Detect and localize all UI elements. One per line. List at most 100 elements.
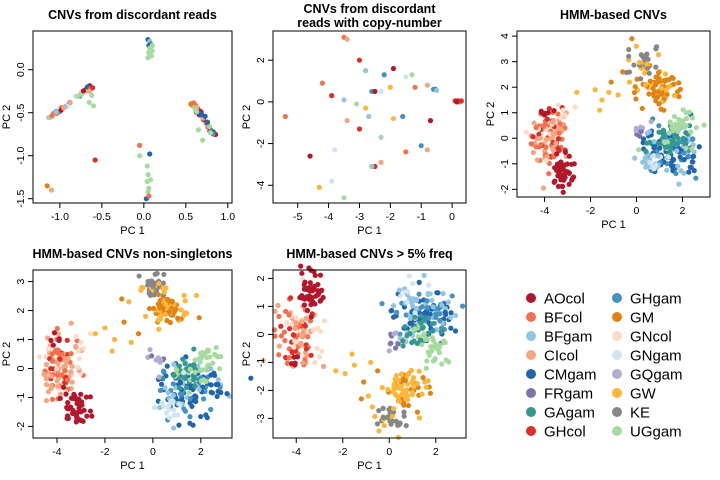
point-GW — [393, 372, 400, 379]
point-GNcol — [288, 322, 295, 328]
point-GW — [416, 415, 423, 421]
point-BFgam — [448, 314, 454, 321]
point-CMgam — [452, 328, 459, 334]
y-tick-label: -4 — [255, 180, 267, 189]
x-tick-label: -2 — [386, 211, 395, 223]
point-BFgam — [452, 312, 459, 319]
point-GHgam — [381, 72, 387, 78]
point-CIcol — [299, 333, 305, 339]
point-GW — [592, 87, 598, 93]
point-GM — [646, 91, 652, 97]
point-KE — [397, 420, 403, 426]
point-GM — [358, 396, 364, 402]
point-GM — [167, 319, 173, 326]
point-KE — [646, 70, 652, 76]
point-GNgam — [181, 370, 187, 376]
x-tick-label: -1.0 — [51, 211, 69, 223]
point-UGgam — [207, 354, 213, 360]
point-FRgam — [395, 341, 401, 347]
point-GAgam — [180, 356, 186, 362]
point-BFgam — [430, 304, 436, 310]
point-UGgam — [200, 137, 206, 143]
x-tick-label: 2 — [680, 205, 686, 217]
point-GNgam — [175, 412, 181, 418]
point-GHgam — [418, 143, 424, 149]
point-BFgam — [445, 299, 451, 305]
point-GHgam — [433, 311, 439, 317]
point-GW — [390, 115, 397, 122]
data-points — [260, 263, 466, 440]
point-BFgam — [425, 291, 431, 297]
panel-1: CNVs from discordant reads -1.0 -0.5 0.0 0.5… — [1, 8, 235, 237]
x-axis-label: PC 1 — [601, 219, 625, 231]
point-GM — [655, 76, 662, 82]
point-BFgam — [645, 163, 651, 169]
legend-swatch — [526, 350, 536, 360]
point-BFgam — [642, 159, 648, 165]
point-UGgam — [666, 130, 672, 136]
panel-title: HMM-based CNVs non-singletons — [32, 247, 232, 261]
point-BFgam — [690, 142, 696, 148]
point-UGgam — [192, 369, 198, 375]
x-tick-label: -2 — [100, 446, 109, 458]
point-AOcol — [562, 149, 569, 155]
x-tick-label: 2 — [198, 446, 204, 458]
point-GNcol — [293, 315, 299, 321]
point-CMgam — [401, 304, 408, 310]
y-axis-label: PC 2 — [1, 105, 13, 129]
point-BFcol — [546, 171, 552, 177]
point-AOcol — [73, 397, 80, 403]
point-CMgam — [224, 391, 230, 397]
point-GW — [393, 385, 399, 391]
point-GM — [155, 291, 161, 298]
y-tick-label: 0 — [15, 365, 27, 371]
point-BFcol — [62, 368, 68, 374]
point-AOcol — [56, 336, 62, 342]
point-UGgam — [197, 350, 204, 356]
x-tick-label: -4 — [292, 446, 301, 458]
point-GQgam — [158, 356, 164, 363]
point-AOcol — [309, 284, 315, 290]
legend-label: GNgam — [630, 348, 682, 365]
y-tick-label: 2 — [255, 57, 267, 63]
point-GM — [676, 80, 682, 86]
point-BFcol — [59, 372, 65, 378]
point-CIcol — [86, 88, 92, 94]
legend-swatch — [612, 350, 622, 360]
legend-swatch — [612, 388, 622, 398]
point-UGgam — [689, 146, 695, 152]
point-GW — [409, 389, 415, 396]
x-tick-label: 1.0 — [220, 211, 235, 223]
point-AOcol — [390, 65, 397, 72]
point-CMgam — [441, 316, 447, 322]
point-GNgam — [329, 178, 335, 184]
point-CIcol — [272, 308, 278, 314]
legend-swatch — [526, 407, 536, 417]
y-tick-label: -1 — [499, 159, 511, 168]
point-BFgam — [165, 390, 171, 396]
point-AOcol — [68, 395, 75, 401]
panel-title-line: CNVs from discordant — [304, 2, 437, 16]
x-tick-label: 0 — [634, 205, 640, 217]
point-GNcol — [54, 366, 60, 372]
point-GNgam — [161, 403, 167, 410]
point-UGgam — [198, 378, 205, 384]
point-CMgam — [687, 164, 693, 170]
point-CMgam — [164, 363, 170, 369]
point-GNgam — [406, 273, 412, 279]
point-BFcol — [284, 360, 291, 366]
point-BFgam — [162, 385, 168, 391]
point-AOcol — [320, 294, 326, 301]
point-GHcol — [303, 346, 309, 352]
point-GW — [368, 359, 374, 365]
point-BFgam — [413, 306, 420, 312]
point-AOcol — [372, 88, 378, 95]
point-GHcol — [278, 323, 284, 329]
point-UGgam — [424, 358, 430, 364]
point-CMgam — [208, 372, 214, 378]
point-BFcol — [543, 144, 549, 150]
point-GM — [121, 319, 127, 325]
plot-frame — [272, 30, 467, 204]
point-GNcol — [560, 107, 566, 113]
point-GW — [396, 393, 402, 400]
